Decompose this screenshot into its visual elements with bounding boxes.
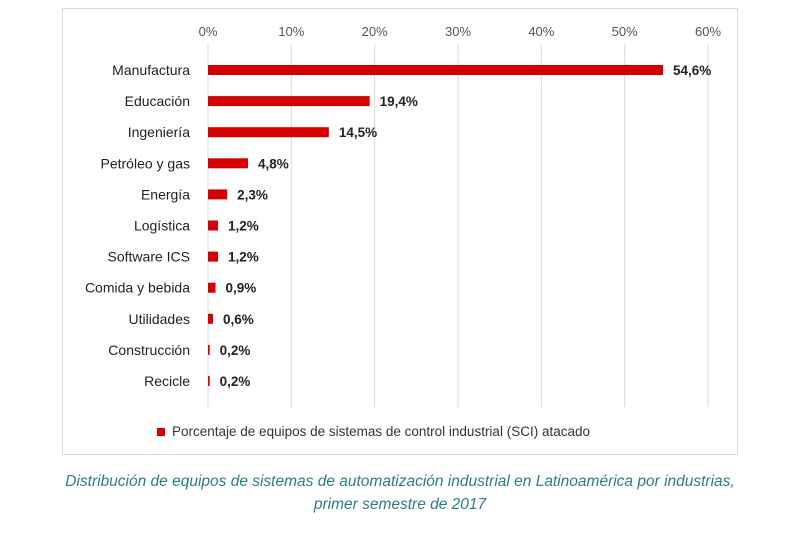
chart-frame: 0% 10% 20% 30% 40% 50% 60% Manufactura 54,6% Educ… — [62, 8, 738, 455]
x-tick-label: 40% — [528, 24, 554, 39]
caption-line-1: Distribución de equipos de sistemas de a… — [65, 473, 735, 490]
bar — [208, 344, 210, 355]
bar — [208, 282, 216, 293]
bar — [208, 220, 218, 231]
category-label: Logística — [134, 218, 190, 234]
category-label: Manufactura — [112, 62, 190, 78]
category-label: Recicle — [144, 373, 190, 389]
data-label: 14,5% — [339, 125, 377, 140]
x-tick-label: 10% — [278, 24, 304, 39]
category-label: Comida y bebida — [85, 280, 190, 296]
bar — [208, 65, 663, 75]
x-tick-label: 20% — [362, 24, 388, 39]
category-label: Software ICS — [108, 249, 190, 265]
data-label: 0,2% — [220, 343, 251, 358]
category-label: Energía — [141, 186, 190, 202]
bar — [208, 127, 329, 138]
legend-label: Porcentaje de equipos de sistemas de con… — [172, 424, 590, 439]
x-tick-label: 50% — [612, 24, 638, 39]
data-label: 19,4% — [380, 94, 418, 109]
data-label: 1,2% — [228, 219, 259, 234]
bar — [208, 251, 218, 262]
bar — [208, 376, 210, 386]
legend-swatch — [157, 428, 165, 436]
figure-caption: Distribución de equipos de sistemas de a… — [0, 470, 800, 516]
category-label: Petróleo y gas — [101, 155, 191, 171]
x-tick-label: 60% — [695, 24, 721, 39]
category-label: Construcción — [108, 342, 190, 358]
data-label: 2,3% — [237, 187, 268, 202]
bar — [208, 96, 370, 107]
category-label: Utilidades — [129, 311, 190, 327]
data-label: 1,2% — [228, 250, 259, 265]
data-label: 0,6% — [223, 312, 254, 327]
category-label: Ingeniería — [128, 124, 190, 140]
caption-line-2: primer semestre de 2017 — [313, 496, 487, 513]
data-label: 0,9% — [226, 281, 257, 296]
data-label: 54,6% — [673, 63, 711, 78]
category-label: Educación — [125, 93, 190, 109]
bar-chart: 0% 10% 20% 30% 40% 50% 60% Manufactura 54,6% Educ… — [85, 24, 722, 439]
bar — [208, 189, 228, 200]
x-tick-label: 30% — [445, 24, 471, 39]
bar — [208, 313, 213, 324]
x-tick-label: 0% — [199, 24, 218, 39]
data-label: 4,8% — [258, 156, 289, 171]
data-label: 0,2% — [220, 374, 251, 389]
bar — [208, 158, 248, 169]
